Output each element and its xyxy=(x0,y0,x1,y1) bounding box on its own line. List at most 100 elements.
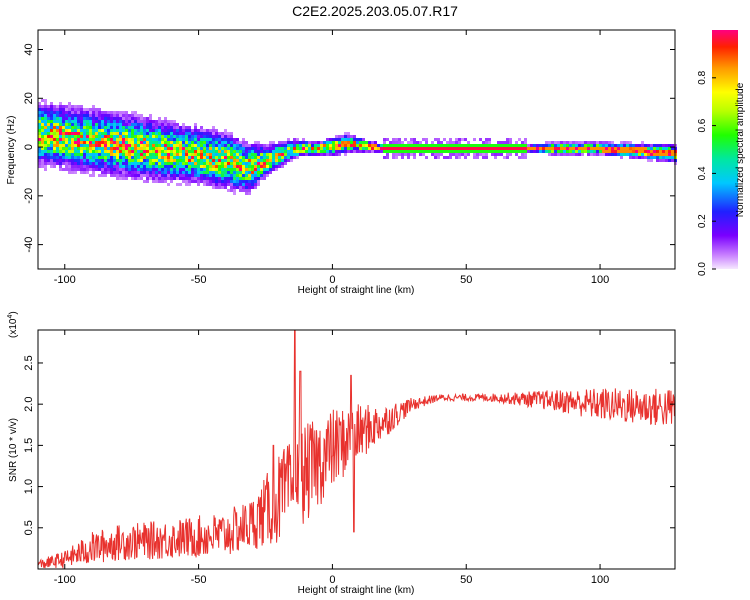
heatmap-cell xyxy=(374,141,377,144)
heatmap-cell xyxy=(137,156,140,159)
heatmap-cell xyxy=(260,147,263,150)
heatmap-cell xyxy=(257,168,260,171)
heatmap-cell xyxy=(518,150,521,153)
heatmap-cell xyxy=(71,159,74,162)
heatmap-cell xyxy=(344,132,347,135)
heatmap-cell xyxy=(50,105,53,108)
heatmap-cell xyxy=(524,141,527,144)
heatmap-cell xyxy=(257,144,260,147)
heatmap-cell xyxy=(347,138,350,141)
heatmap-cell xyxy=(335,153,338,156)
heatmap-cell xyxy=(251,171,254,174)
heatmap-cell xyxy=(446,150,449,153)
heatmap-cell xyxy=(404,147,407,150)
heatmap-cell xyxy=(125,120,128,123)
heatmap-cell xyxy=(44,108,47,111)
heatmap-cell xyxy=(506,153,509,156)
heatmap-cell xyxy=(266,144,269,147)
heatmap-cell xyxy=(584,147,587,150)
heatmap-cell xyxy=(131,129,134,132)
heatmap-cell xyxy=(167,135,170,138)
heatmap-cell xyxy=(290,147,293,150)
heatmap-cell xyxy=(575,144,578,147)
heatmap-cell xyxy=(386,138,389,141)
heatmap-cell xyxy=(398,141,401,144)
heatmap-cell xyxy=(230,141,233,144)
heatmap-cell xyxy=(287,150,290,153)
heatmap-cell xyxy=(152,129,155,132)
heatmap-cell xyxy=(260,153,263,156)
heatmap-cell xyxy=(224,141,227,144)
heatmap-cell xyxy=(191,147,194,150)
heatmap-cell xyxy=(161,123,164,126)
heatmap-cell xyxy=(422,153,425,156)
heatmap-cell xyxy=(404,138,407,141)
colorbar-tick-label: 0.0 xyxy=(697,262,708,276)
heatmap-cell xyxy=(212,147,215,150)
heatmap-cell xyxy=(119,177,122,180)
heatmap-cell xyxy=(497,141,500,144)
heatmap-cell xyxy=(239,156,242,159)
heatmap-cell xyxy=(197,180,200,183)
heatmap-cell xyxy=(209,135,212,138)
heatmap-cell xyxy=(38,159,41,162)
heatmap-cell xyxy=(104,138,107,141)
heatmap-cell xyxy=(620,144,623,147)
heatmap-cell xyxy=(251,174,254,177)
heatmap-cell xyxy=(221,186,224,189)
heatmap-cell xyxy=(104,117,107,120)
heatmap-cell xyxy=(38,153,41,156)
heatmap-cell xyxy=(461,144,464,147)
heatmap-cell xyxy=(221,150,224,153)
heatmap-cell xyxy=(590,141,593,144)
heatmap-cell xyxy=(509,141,512,144)
heatmap-cell xyxy=(602,141,605,144)
heatmap-cell xyxy=(65,129,68,132)
heatmap-cell xyxy=(254,159,257,162)
heatmap-cell xyxy=(650,150,653,153)
heatmap-cell xyxy=(197,135,200,138)
heatmap-cell xyxy=(47,123,50,126)
heatmap-cell xyxy=(203,168,206,171)
heatmap-cell xyxy=(404,150,407,153)
heatmap-cell xyxy=(194,177,197,180)
heatmap-cell xyxy=(242,180,245,183)
heatmap-cell xyxy=(485,141,488,144)
heatmap-cell xyxy=(164,138,167,141)
heatmap-cell xyxy=(551,144,554,147)
heatmap-cell xyxy=(506,150,509,153)
heatmap-cell xyxy=(62,123,65,126)
heatmap-cell xyxy=(38,132,41,135)
heatmap-cell xyxy=(80,114,83,117)
heatmap-cell xyxy=(89,132,92,135)
heatmap-cell xyxy=(44,168,47,171)
heatmap-cell xyxy=(665,153,668,156)
heatmap-cell xyxy=(164,162,167,165)
heatmap-cell xyxy=(47,126,50,129)
heatmap-cell xyxy=(65,141,68,144)
heatmap-cell xyxy=(119,123,122,126)
heatmap-cell xyxy=(47,162,50,165)
heatmap-cell xyxy=(224,156,227,159)
heatmap-cell xyxy=(167,141,170,144)
heatmap-cell xyxy=(212,180,215,183)
heatmap-cell xyxy=(113,144,116,147)
heatmap-cell xyxy=(44,159,47,162)
heatmap-cell xyxy=(62,117,65,120)
heatmap-cell xyxy=(62,114,65,117)
heatmap-cell xyxy=(392,141,395,144)
heatmap-cell xyxy=(44,120,47,123)
heatmap-cell xyxy=(626,141,629,144)
heatmap-cell xyxy=(128,150,131,153)
heatmap-cell xyxy=(170,123,173,126)
heatmap-cell xyxy=(65,126,68,129)
heatmap-cell xyxy=(179,174,182,177)
heatmap-cell xyxy=(116,150,119,153)
heatmap-cell xyxy=(242,138,245,141)
heatmap-cell xyxy=(68,159,71,162)
heatmap-cell xyxy=(365,144,368,147)
heatmap-cell xyxy=(479,138,482,141)
heatmap-cell xyxy=(197,174,200,177)
heatmap-cell xyxy=(182,156,185,159)
heatmap-cell xyxy=(80,129,83,132)
